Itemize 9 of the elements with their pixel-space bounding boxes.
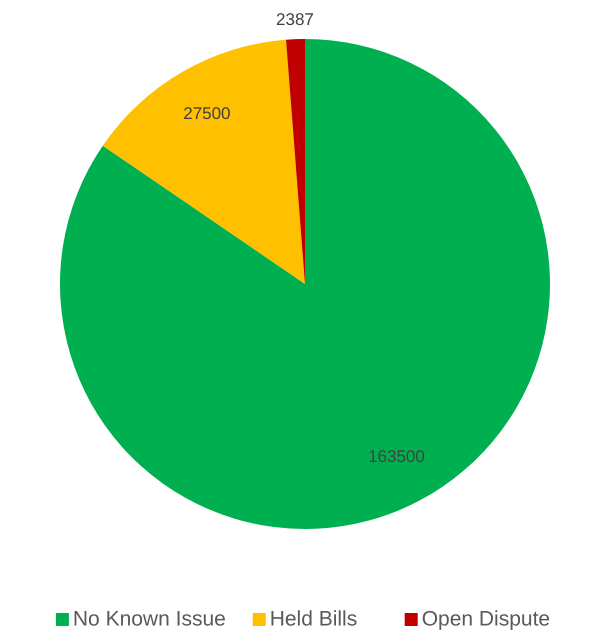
pie-slice xyxy=(60,39,550,529)
data-label: 27500 xyxy=(183,104,231,123)
legend-label: Open Dispute xyxy=(422,608,550,631)
data-label: 2387 xyxy=(276,10,314,30)
pie-slice xyxy=(286,39,305,284)
legend-label: Held Bills xyxy=(270,608,358,631)
pie-slice xyxy=(102,40,305,284)
data-label: 163500 xyxy=(368,446,425,466)
legend-label: No Known Issue xyxy=(72,608,226,631)
